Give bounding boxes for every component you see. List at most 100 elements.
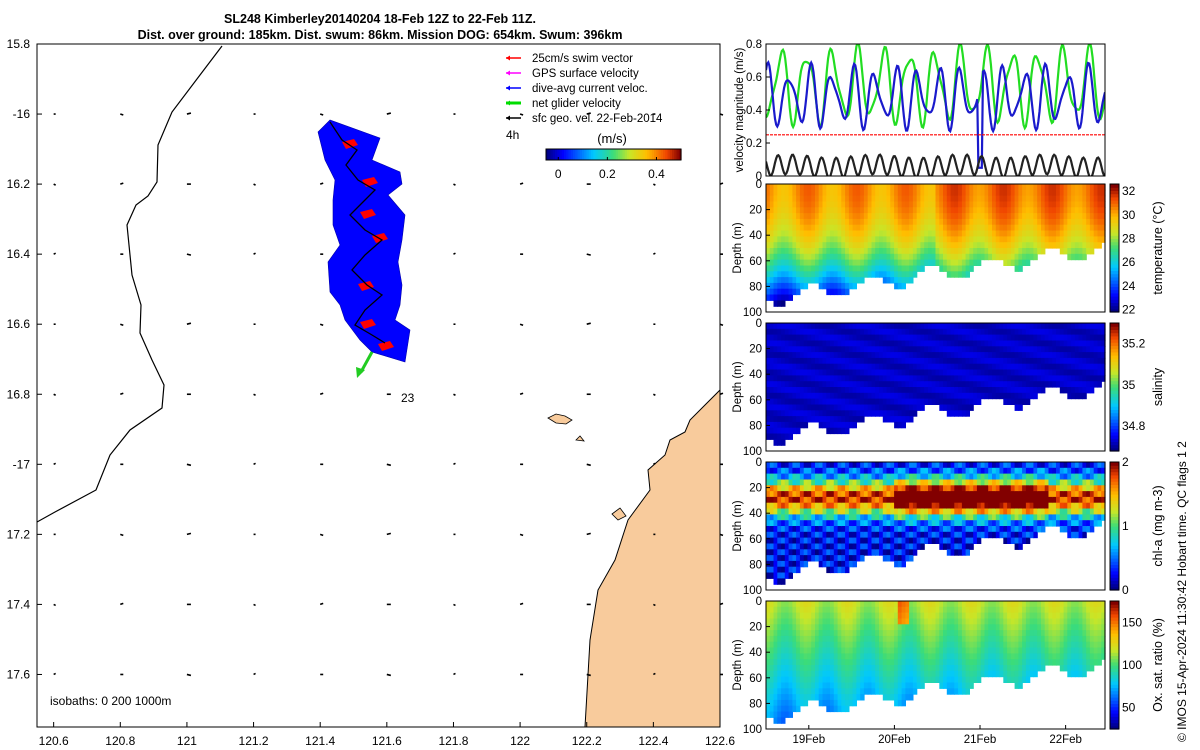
heatmap-cell [939,346,944,353]
heatmap-cell [1093,242,1099,249]
heatmap-cell [894,526,899,533]
heatmap-cell [961,520,967,527]
heatmap-cell [818,248,824,255]
heatmap-cell [950,218,955,226]
heatmap-cell [939,195,944,202]
heatmap-cell [818,387,824,394]
heatmap-cell [912,543,918,550]
heatmap-cell [897,213,903,220]
heatmap-cell [976,508,982,515]
heatmap-cell [784,392,790,400]
heatmap-cell [796,201,801,208]
heatmap-cell [1014,352,1019,359]
heatmap-cell [1082,201,1087,208]
heatmap-cell [1003,491,1008,498]
heatmap-cell [901,514,906,521]
heatmap-cell [766,218,771,226]
heatmap-cell [1014,496,1019,504]
swim-vector [342,139,358,149]
heatmap-cell [781,647,786,654]
heatmap-cell [1044,242,1050,249]
heatmap-cell [1022,462,1027,469]
heatmap-cell [935,207,940,214]
heatmap-cell [784,242,790,249]
heatmap-cell [788,485,793,492]
heatmap-cell [939,323,944,330]
heatmap-cell [976,352,982,359]
heatmap-cell [980,381,986,388]
heatmap-cell [890,242,895,249]
heatmap-cell [815,346,820,353]
heatmap-cell [871,496,876,504]
heatmap-cell [781,392,786,400]
heatmap-cell [965,271,970,278]
heatmap-cell [1007,195,1012,202]
heatmap-cell [769,363,775,371]
heatmap-cell [894,259,899,266]
heatmap-cell [781,236,786,243]
heatmap-cell [912,514,918,521]
heatmap-cell [1041,526,1046,533]
heatmap-cell [1010,346,1016,353]
heatmap-cell [841,259,846,266]
heatmap-cell [784,659,790,666]
heatmap-cell [894,277,899,284]
heatmap-cell [890,271,895,278]
heatmap-cell [905,195,910,202]
heatmap-cell [792,224,797,232]
heatmap-cell [976,496,982,504]
heatmap-cell [890,328,895,336]
heatmap-cell [1029,526,1035,533]
heatmap-cell [924,467,929,475]
heatmap-cell [818,369,824,376]
heatmap-cell [976,323,982,330]
heatmap-cell [931,520,937,527]
heatmap-cell [863,236,869,243]
heatmap-cell [788,195,793,202]
heatmap-cell [811,259,816,266]
colorbar-cell [633,149,637,160]
heatmap-cell [901,410,906,417]
heatmap-cell [1029,485,1035,492]
heatmap-cell [833,398,839,405]
heatmap-cell [916,248,922,255]
heatmap-cell [1093,213,1099,220]
heatmap-cell [769,641,775,649]
heatmap-cell [890,520,895,527]
heatmap-cell [965,195,970,202]
heatmap-cell [852,195,857,202]
heatmap-cell [796,236,801,243]
heatmap-cell [1063,369,1068,376]
heatmap-cell [848,363,854,371]
heatmap-cell [856,531,861,539]
heatmap-cell [815,201,820,208]
heatmap-cell [796,184,801,191]
heatmap-cell [999,242,1004,249]
heatmap-cell [935,496,940,504]
heatmap-cell [969,218,974,226]
heatmap-cell [1093,346,1099,353]
heatmap-cell [792,688,797,695]
heatmap-cell [860,508,865,515]
heatmap-cell [826,473,831,480]
legend-arrowhead [506,55,510,61]
heatmap-cell [799,265,805,272]
heatmap-cell [837,560,842,568]
heatmap-cell [815,665,820,672]
heatmap-cell [1097,520,1102,527]
heatmap-cell [766,381,771,388]
geo-velocity-arrow [453,393,456,396]
heatmap-cell [1007,462,1012,469]
colorbar-tick-label: 26 [1122,255,1136,269]
heatmap-cell [909,555,914,562]
colorbar-cell [651,149,655,160]
heatmap-cell [875,213,880,220]
heatmap-cell [984,352,989,359]
heatmap-cell [796,659,801,666]
heatmap-cell [928,328,933,336]
heatmap-cell [965,328,970,336]
heatmap-cell [777,462,782,469]
heatmap-cell [799,277,805,284]
heatmap-cell [833,195,839,202]
heatmap-cell [1010,531,1016,539]
